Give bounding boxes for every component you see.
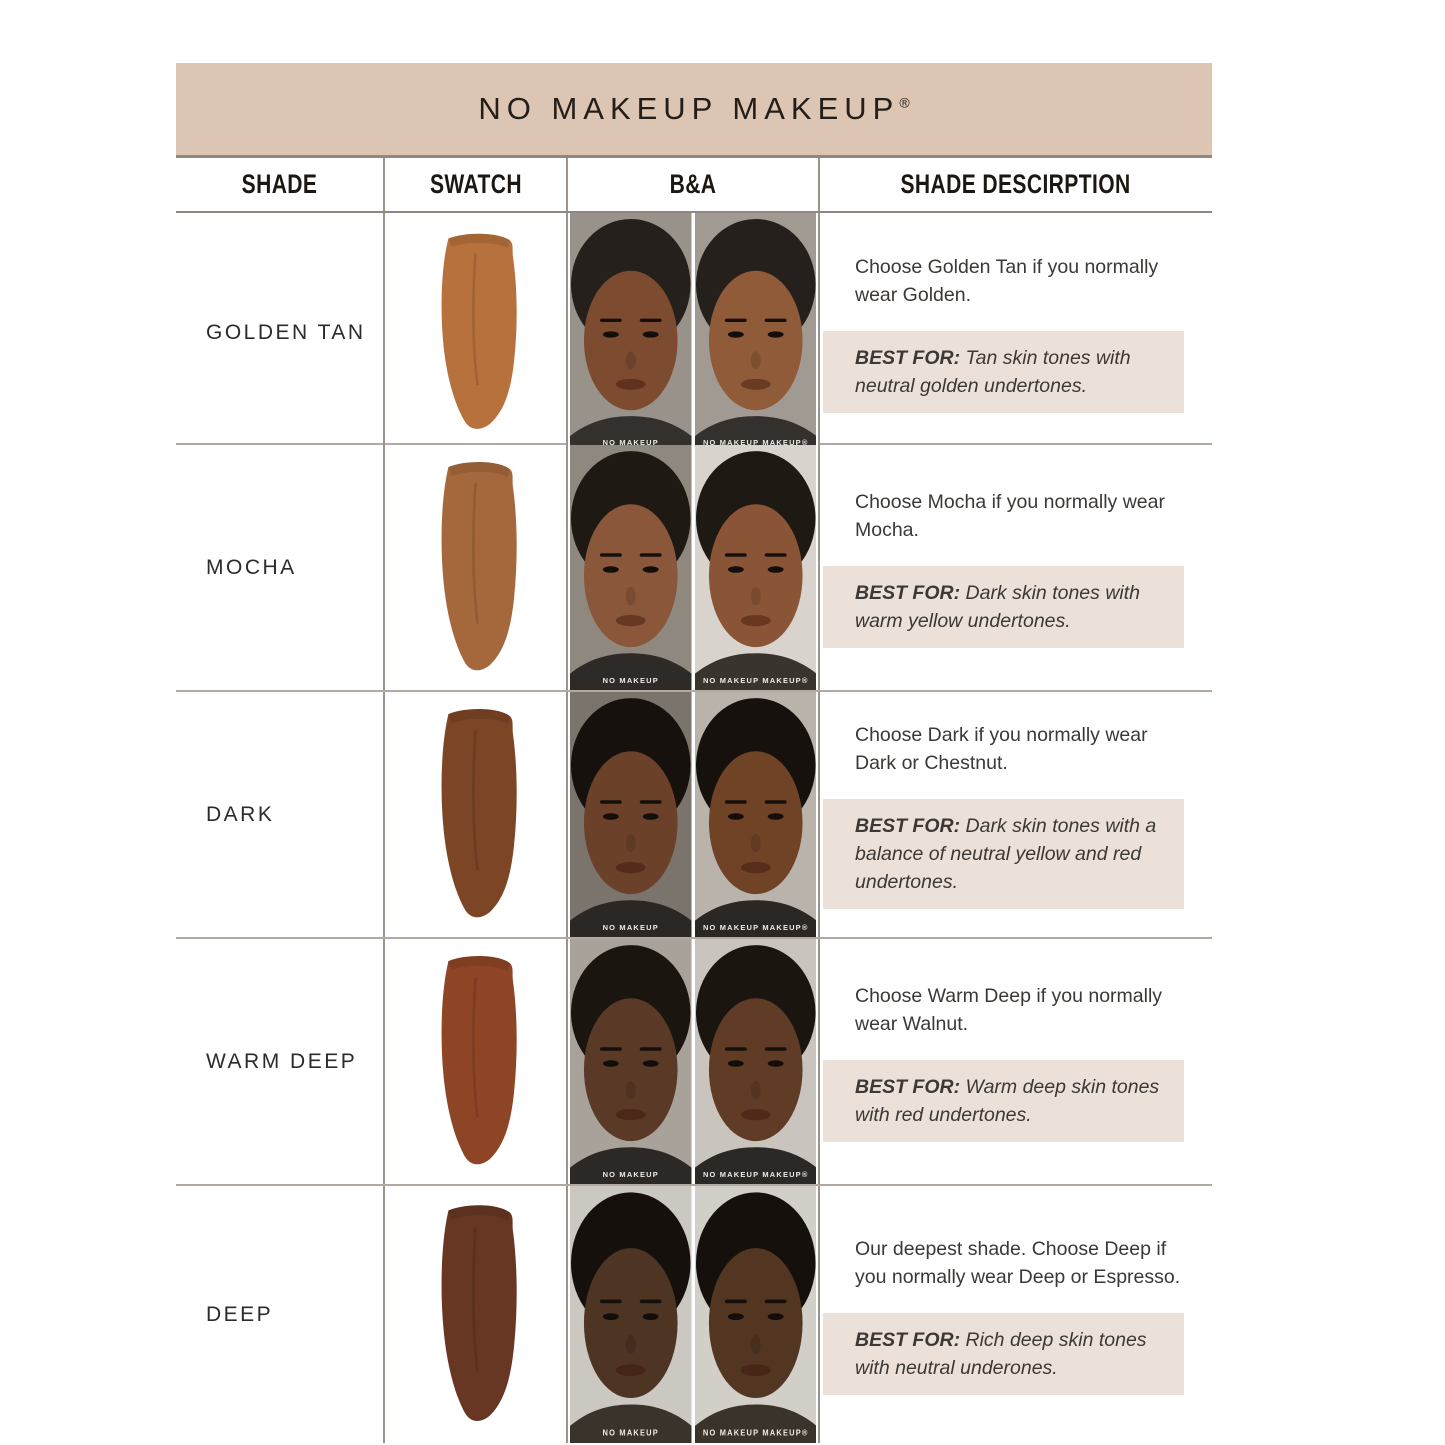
- photo-label: NO MAKEUP MAKEUP®: [702, 676, 808, 685]
- photo-label: NO MAKEUP: [603, 923, 659, 932]
- before-photo: NO MAKEUP: [570, 939, 692, 1184]
- photo-label: NO MAKEUP: [603, 1428, 659, 1437]
- table-row: DARK NO MAKEUP: [176, 692, 1212, 939]
- after-photo: NO MAKEUP MAKEUP®: [694, 213, 816, 453]
- photo-label: NO MAKEUP MAKEUP®: [702, 1170, 808, 1179]
- swatch-smear-image: [441, 233, 517, 429]
- description-cell: Choose Warm Deep if you normally wear Wa…: [820, 939, 1212, 1184]
- brand-header-bar: NO MAKEUP MAKEUP®: [176, 63, 1212, 158]
- shade-comparison-table: NO MAKEUP MAKEUP® SHADE SWATCH B&A SHADE…: [176, 63, 1212, 1443]
- column-header-ba: B&A: [568, 158, 820, 211]
- swatch-smear-image: [441, 1204, 517, 1421]
- best-for-label: BEST FOR:: [855, 814, 961, 837]
- photo-label: NO MAKEUP: [603, 676, 659, 685]
- description-cell: Choose Dark if you normally wear Dark or…: [820, 692, 1212, 937]
- shade-label: WARM DEEP: [176, 939, 385, 1184]
- best-for-text: Dark skin tones with warm yellow underto…: [855, 581, 1140, 632]
- after-photo: NO MAKEUP MAKEUP®: [694, 1186, 816, 1443]
- before-after-cell: NO MAKEUP NO MAKEUP MAKEUP®: [568, 213, 820, 453]
- table-row: WARM DEEP NO MAKEUP: [176, 939, 1212, 1186]
- description-cell: Choose Mocha if you normally wear Mocha.…: [820, 445, 1212, 690]
- best-for-label: BEST FOR:: [855, 581, 961, 604]
- table-row: GOLDEN TAN NO MAKEUP: [176, 213, 1212, 453]
- before-photo: NO MAKEUP: [570, 692, 692, 937]
- photo-label: NO MAKEUP MAKEUP®: [702, 438, 808, 447]
- shade-label: DEEP: [176, 1186, 385, 1443]
- best-for-box: BEST FOR: Warm deep skin tones with red …: [823, 1059, 1184, 1142]
- swatch-smear-image: [441, 708, 517, 917]
- column-header-swatch: SWATCH: [385, 158, 568, 211]
- before-after-cell: NO MAKEUP NO MAKEUP MAKEUP®: [568, 939, 820, 1184]
- best-for-text: Tan skin tones with neutral golden under…: [855, 346, 1131, 397]
- best-for-box: BEST FOR: Tan skin tones with neutral go…: [823, 330, 1184, 413]
- swatch-cell: [385, 1186, 568, 1443]
- best-for-box: BEST FOR: Rich deep skin tones with neut…: [823, 1312, 1184, 1395]
- description-text: Our deepest shade. Choose Deep if you no…: [855, 1237, 1181, 1288]
- swatch-cell: [385, 939, 568, 1184]
- column-header-shade: SHADE: [176, 158, 385, 211]
- before-after-cell: NO MAKEUP NO MAKEUP MAKEUP®: [568, 445, 820, 690]
- after-photo: NO MAKEUP MAKEUP®: [694, 939, 816, 1184]
- swatch-cell: [385, 213, 568, 453]
- after-photo: NO MAKEUP MAKEUP®: [694, 692, 816, 937]
- best-for-label: BEST FOR:: [855, 1075, 961, 1098]
- after-photo: NO MAKEUP MAKEUP®: [694, 445, 816, 690]
- shade-label: MOCHA: [176, 445, 385, 690]
- description-cell: Our deepest shade. Choose Deep if you no…: [820, 1186, 1212, 1443]
- shade-label: GOLDEN TAN: [176, 213, 385, 453]
- before-photo: NO MAKEUP: [570, 1186, 692, 1443]
- best-for-text: Rich deep skin tones with neutral undero…: [855, 1328, 1147, 1379]
- brand-title: NO MAKEUP MAKEUP®: [478, 91, 909, 127]
- before-photo: NO MAKEUP: [570, 213, 692, 453]
- swatch-cell: [385, 692, 568, 937]
- best-for-box: BEST FOR: Dark skin tones with a balance…: [823, 798, 1184, 909]
- brand-title-text: NO MAKEUP MAKEUP: [478, 91, 900, 126]
- best-for-box: BEST FOR: Dark skin tones with warm yell…: [823, 565, 1184, 648]
- description-text: Choose Warm Deep if you normally wear Wa…: [855, 984, 1163, 1035]
- table-row: MOCHA NO MAKEUP: [176, 445, 1212, 692]
- photo-label: NO MAKEUP: [603, 438, 659, 447]
- best-for-text: Dark skin tones with a balance of neutra…: [855, 814, 1157, 893]
- photo-label: NO MAKEUP: [603, 1170, 659, 1179]
- best-for-label: BEST FOR:: [855, 346, 961, 369]
- description-text: Choose Dark if you normally wear Dark or…: [855, 723, 1148, 774]
- description-text: Choose Mocha if you normally wear Mocha.: [855, 490, 1165, 541]
- before-after-cell: NO MAKEUP NO MAKEUP MAKEUP®: [568, 1186, 820, 1443]
- before-photo: NO MAKEUP: [570, 445, 692, 690]
- description-text: Choose Golden Tan if you normally wear G…: [855, 255, 1159, 306]
- column-header-row: SHADE SWATCH B&A SHADE DESCIRPTION: [176, 158, 1212, 213]
- photo-label: NO MAKEUP MAKEUP®: [702, 923, 808, 932]
- shade-label: DARK: [176, 692, 385, 937]
- swatch-smear-image: [441, 955, 517, 1164]
- column-header-description: SHADE DESCIRPTION: [900, 169, 1132, 199]
- best-for-text: Warm deep skin tones with red undertones…: [855, 1075, 1160, 1126]
- table-row: DEEP NO MAKEUP: [176, 1186, 1212, 1443]
- swatch-cell: [385, 445, 568, 690]
- photo-label: NO MAKEUP MAKEUP®: [702, 1428, 808, 1437]
- swatch-smear-image: [441, 461, 517, 670]
- description-cell: Choose Golden Tan if you normally wear G…: [820, 213, 1212, 452]
- registered-trademark-symbol: ®: [899, 94, 910, 111]
- before-after-cell: NO MAKEUP NO MAKEUP MAKEUP®: [568, 692, 820, 937]
- best-for-label: BEST FOR:: [855, 1328, 961, 1351]
